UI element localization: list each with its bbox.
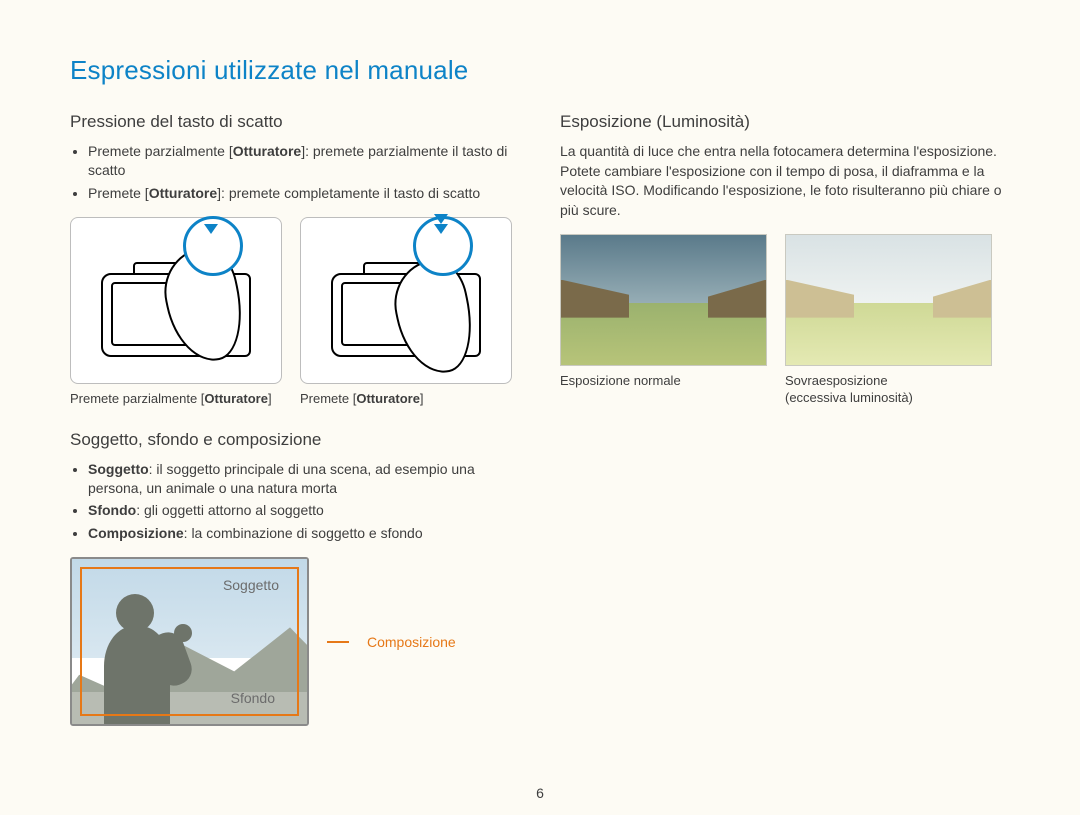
text: : la combinazione di soggetto e sfondo — [184, 525, 423, 541]
shutter-bullets: Premete parzialmente [Otturatore]: preme… — [70, 142, 520, 203]
shutter-heading: Pressione del tasto di scatto — [70, 112, 520, 132]
shutter-diagram-fullpress: Premete [Otturatore] — [300, 217, 510, 406]
bold: Composizione — [88, 525, 184, 541]
label-composition: Composizione — [367, 634, 456, 650]
bold: Soggetto — [88, 461, 149, 477]
exposure-photo-pair: Esposizione normale Sovraesposizione (ec… — [560, 234, 1010, 407]
arrow-down-icon — [204, 224, 218, 234]
text: ]: premete completamente il tasto di sca… — [217, 185, 480, 201]
text: Premete parzialmente [ — [70, 391, 204, 406]
exposure-photo-over: Sovraesposizione (eccessiva luminosità) — [785, 234, 990, 407]
composition-bullets: Soggetto: il soggetto principale di una … — [70, 460, 520, 544]
page-number: 6 — [0, 785, 1080, 801]
photo-over-icon — [785, 234, 992, 366]
text: : gli oggetti attorno al soggetto — [136, 502, 324, 518]
composition-frame: Soggetto Sfondo — [70, 557, 309, 726]
exposure-paragraph: La quantità di luce che entra nella foto… — [560, 142, 1010, 220]
diagram-frame — [70, 217, 282, 384]
exposure-caption-normal: Esposizione normale — [560, 373, 765, 390]
bold: Otturatore — [149, 185, 217, 201]
composition-bullet-1: Soggetto: il soggetto principale di una … — [88, 460, 520, 498]
shutter-bullet-2: Premete [Otturatore]: premete completame… — [88, 184, 520, 203]
text: Premete parzialmente [ — [88, 143, 233, 159]
text: ] — [268, 391, 272, 406]
caption-line1: Esposizione normale — [560, 373, 681, 388]
shutter-caption-fullpress: Premete [Otturatore] — [300, 391, 510, 406]
label-background: Sfondo — [231, 690, 275, 706]
exposure-heading: Esposizione (Luminosità) — [560, 112, 1010, 132]
bold: Otturatore — [204, 391, 268, 406]
manual-page: Espressioni utilizzate nel manuale Press… — [0, 0, 1080, 815]
bold: Otturatore — [233, 143, 301, 159]
bold: Sfondo — [88, 502, 136, 518]
exposure-caption-over: Sovraesposizione (eccessiva luminosità) — [785, 373, 990, 407]
two-column-layout: Pressione del tasto di scatto Premete pa… — [70, 112, 1010, 726]
shutter-diagram-pair: Premete parzialmente [Otturatore] — [70, 217, 520, 406]
shutter-diagram-halfpress: Premete parzialmente [Otturatore] — [70, 217, 280, 406]
arrow-down-double-icon — [434, 224, 448, 234]
exposure-photo-normal: Esposizione normale — [560, 234, 765, 407]
text: Premete [ — [300, 391, 356, 406]
shutter-caption-halfpress: Premete parzialmente [Otturatore] — [70, 391, 280, 406]
page-title: Espressioni utilizzate nel manuale — [70, 55, 1010, 86]
bold: Otturatore — [356, 391, 420, 406]
right-column: Esposizione (Luminosità) La quantità di … — [560, 112, 1010, 726]
photo-normal-icon — [560, 234, 767, 366]
caption-line2: (eccessiva luminosità) — [785, 390, 913, 405]
callout-line-icon — [327, 641, 349, 643]
left-column: Pressione del tasto di scatto Premete pa… — [70, 112, 520, 726]
composition-section: Soggetto, sfondo e composizione Soggetto… — [70, 430, 520, 727]
composition-diagram-wrap: Soggetto Sfondo Composizione — [70, 557, 520, 726]
composition-bullet-2: Sfondo: gli oggetti attorno al soggetto — [88, 501, 520, 520]
composition-bullet-3: Composizione: la combinazione di soggett… — [88, 524, 520, 543]
caption-line1: Sovraesposizione — [785, 373, 888, 388]
text: ] — [420, 391, 424, 406]
text: Premete [ — [88, 185, 149, 201]
label-subject: Soggetto — [223, 577, 279, 593]
shutter-bullet-1: Premete parzialmente [Otturatore]: preme… — [88, 142, 520, 180]
composition-heading: Soggetto, sfondo e composizione — [70, 430, 520, 450]
diagram-frame — [300, 217, 512, 384]
